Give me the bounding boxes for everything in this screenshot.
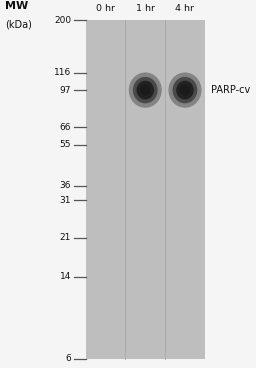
- Ellipse shape: [133, 77, 158, 103]
- Ellipse shape: [168, 72, 201, 108]
- Ellipse shape: [176, 81, 194, 99]
- Text: PARP-cv: PARP-cv: [211, 85, 250, 95]
- Text: MW: MW: [5, 1, 28, 11]
- Ellipse shape: [180, 85, 190, 96]
- Text: (kDa): (kDa): [5, 20, 32, 29]
- Text: 116: 116: [54, 68, 71, 77]
- Text: 14: 14: [60, 272, 71, 282]
- Text: 6: 6: [66, 354, 71, 363]
- Bar: [86, 20, 125, 359]
- Bar: [125, 20, 165, 359]
- Text: 4 hr: 4 hr: [175, 4, 195, 13]
- Text: 55: 55: [60, 140, 71, 149]
- Text: 66: 66: [60, 123, 71, 132]
- Text: 200: 200: [54, 16, 71, 25]
- Ellipse shape: [136, 81, 154, 99]
- Text: 21: 21: [60, 233, 71, 242]
- Ellipse shape: [140, 85, 151, 96]
- Text: 97: 97: [60, 86, 71, 95]
- Text: 36: 36: [60, 181, 71, 190]
- Ellipse shape: [129, 72, 162, 108]
- Bar: [165, 20, 205, 359]
- Text: 0 hr: 0 hr: [96, 4, 115, 13]
- Text: 1 hr: 1 hr: [136, 4, 155, 13]
- Text: 31: 31: [60, 196, 71, 205]
- Ellipse shape: [173, 77, 197, 103]
